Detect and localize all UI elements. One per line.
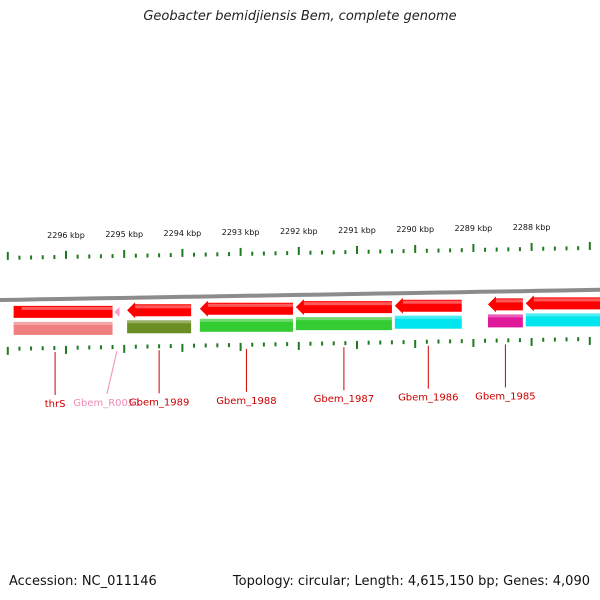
backbone-line [0,287,600,302]
gene-bar [394,315,462,329]
scale-tick-label: 2292 kbp [280,227,318,236]
rna-feature [114,307,120,318]
gene-bar [487,314,523,328]
cds-arrow-highlight [533,298,600,302]
genome-backbone [0,287,600,302]
gene-Gbem_1988 [199,300,293,332]
gene-Gbem_1989 [127,302,192,334]
gene-bar-highlight [487,314,523,318]
cds-arrow [394,297,462,314]
gene-label: Gbem_R0051 [73,398,140,409]
map-title: Geobacter bemidjiensis Bem, complete gen… [143,9,457,24]
scale-tick-label: 2295 kbp [105,230,143,239]
gene-Gbem_1986 [394,297,462,329]
cds-arrow-highlight [402,300,462,304]
gene-bar [127,320,192,334]
scale-tick-label: 2294 kbp [164,229,202,238]
gene-Gbem_1987 [295,299,392,331]
cds-arrow [487,296,523,313]
gene-thrS [13,305,113,335]
scale-tick-label: 2290 kbp [396,225,434,234]
accession-text: Accession: NC_011146 [9,574,157,589]
gene-unlabeled [525,295,600,327]
scale-tick-label: 2293 kbp [222,228,260,237]
cds-arrow-highlight [135,305,192,309]
cds-arrow [295,299,392,316]
gene-label: Gbem_1989 [129,397,189,408]
gene-bar [13,321,113,335]
cds-arrow [199,300,293,317]
cds-arrow-highlight [303,302,392,306]
gene-bar-highlight [199,318,293,322]
label-leader-line [106,350,118,395]
gene-bar-highlight [525,313,600,317]
cds-arrow [127,302,192,319]
gene-features [13,295,600,335]
genome-summary-text: Topology: circular; Length: 4,615,150 bp… [232,574,590,589]
scale-tick-label: 2291 kbp [338,226,376,235]
gene-bar-highlight [394,315,462,319]
gene-label: Gbem_1985 [475,391,535,402]
cds-arrow [525,295,600,312]
cds-arrow-highlight [495,299,523,303]
gene-bar-highlight [13,321,113,325]
gene-label: Gbem_1988 [216,396,276,407]
gene-Gbem_R0051 [114,307,120,318]
gene-bar-highlight [295,317,392,321]
gene-bar [199,318,293,332]
scale-ticks: 2296 kbp 2295 kbp 2294 kbp 2293 kbp 2292 kbp… [6,223,591,355]
gene-bar [295,317,392,331]
gene-label: Gbem_1987 [314,394,374,405]
cds-arrow-highlight [21,306,113,310]
cds-arrow-highlight [207,303,293,307]
gene-label: Gbem_1986 [398,393,458,404]
scale-tick-label: 2288 kbp [513,223,551,232]
cds-arrow [13,305,113,318]
gene-bar [525,313,600,327]
gene-label: thrS [45,399,66,410]
gene-Gbem_1985 [487,296,523,328]
scale-tick-label: 2289 kbp [455,224,493,233]
scale-tick-label: 2296 kbp [47,231,85,240]
gene-bar-highlight [127,320,192,324]
